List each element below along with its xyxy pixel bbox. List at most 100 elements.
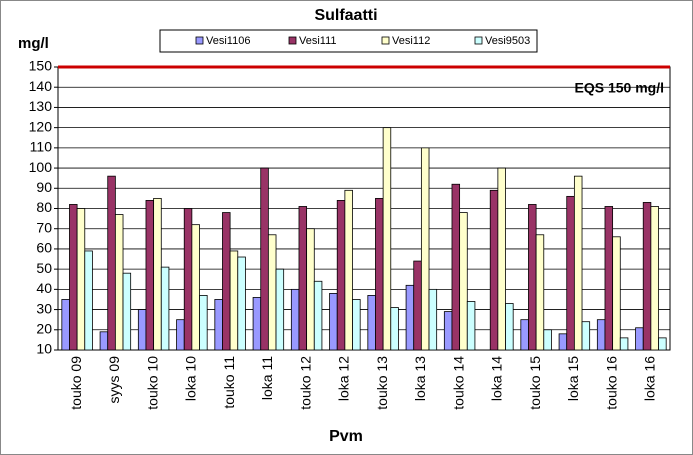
bar	[344, 189, 353, 351]
y-tick-label: 50	[36, 260, 52, 276]
bar	[642, 202, 652, 351]
legend-label: Vesi112	[392, 35, 430, 47]
y-tick-label: 150	[29, 58, 53, 74]
x-tick-label: touko 13	[374, 356, 390, 410]
x-tick-label: syys 09	[106, 356, 122, 404]
y-tick-label: 100	[29, 159, 53, 175]
x-tick-label: loka 12	[336, 356, 352, 401]
bar	[489, 189, 499, 351]
bar	[451, 183, 461, 351]
bar	[176, 319, 185, 351]
bar	[535, 234, 545, 351]
x-tick-label: loka 14	[489, 356, 505, 401]
legend-swatch	[288, 36, 297, 45]
bar	[528, 204, 537, 351]
bar	[352, 299, 361, 351]
y-tick-label: 40	[36, 280, 52, 296]
y-axis-label: mg/l	[18, 35, 49, 52]
bar	[260, 167, 269, 351]
bar	[658, 337, 667, 351]
x-tick-label: touko 15	[527, 356, 543, 410]
x-tick-label: loka 11	[259, 356, 275, 400]
reference-label: EQS 150 mg/l	[575, 80, 664, 96]
chart-title: Sulfaatti	[314, 7, 377, 24]
legend-label: Vesi1106	[206, 35, 250, 47]
y-tick-label: 70	[36, 219, 52, 235]
bar	[505, 303, 514, 351]
x-tick-label: touko 14	[450, 356, 466, 410]
bar	[107, 175, 116, 351]
bar	[466, 301, 476, 351]
bar	[382, 127, 392, 351]
bar	[137, 309, 147, 351]
x-tick-label: loka 13	[412, 356, 428, 401]
bar	[573, 175, 583, 351]
bar	[76, 208, 86, 351]
legend-label: Vesi9503	[485, 35, 530, 47]
bar	[329, 292, 338, 351]
y-tick-label: 130	[29, 98, 53, 114]
bar	[619, 337, 629, 351]
bar	[459, 212, 468, 351]
bar	[306, 228, 315, 351]
x-tick-label: touko 12	[297, 356, 313, 410]
bar	[237, 256, 246, 351]
bar	[114, 214, 124, 351]
legend-swatch	[474, 36, 483, 45]
bar	[612, 236, 621, 351]
bar	[160, 266, 170, 351]
bar	[275, 268, 285, 351]
bar	[596, 319, 606, 351]
x-tick-label: loka 15	[565, 356, 581, 401]
bar	[443, 311, 453, 351]
bar	[214, 299, 223, 351]
bar	[153, 197, 162, 351]
y-tick-label: 140	[29, 78, 53, 94]
bar	[183, 208, 193, 351]
bar	[191, 224, 200, 351]
x-tick-label: touko 09	[68, 356, 84, 410]
bar	[69, 204, 78, 351]
bar	[420, 147, 430, 351]
bar	[84, 250, 93, 351]
bar	[199, 295, 208, 351]
bar	[520, 319, 529, 351]
y-tick-label: 30	[36, 300, 52, 316]
bar	[145, 200, 155, 351]
bar	[390, 307, 399, 351]
bar	[558, 333, 568, 351]
legend-box	[159, 29, 538, 53]
y-tick-label: 10	[36, 341, 52, 357]
x-tick-label: loka 16	[642, 356, 658, 401]
bar	[543, 329, 552, 351]
y-tick-label: 120	[29, 118, 53, 134]
y-tick-label: 110	[30, 139, 53, 155]
x-tick-label: touko 16	[603, 356, 619, 410]
bar	[405, 284, 415, 351]
bar	[581, 321, 591, 351]
x-axis-label: Pvm	[329, 428, 363, 445]
bar	[497, 167, 506, 351]
x-tick-label: touko 10	[144, 356, 160, 410]
bar	[604, 206, 614, 351]
bar	[298, 206, 308, 351]
bar	[252, 297, 262, 351]
legend-swatch	[195, 36, 204, 45]
bar	[222, 212, 231, 351]
bar	[367, 295, 376, 351]
bar	[428, 288, 438, 351]
legend-label: Vesi111	[299, 35, 337, 47]
bar	[650, 206, 659, 351]
legend-swatch	[381, 36, 390, 45]
bar	[375, 197, 384, 351]
bar	[290, 288, 300, 351]
bar	[635, 327, 644, 351]
x-tick-label: touko 11	[221, 356, 237, 409]
bar	[313, 280, 323, 351]
bar	[336, 200, 346, 351]
y-tick-label: 60	[36, 240, 52, 256]
y-tick-label: 80	[36, 199, 52, 215]
bar	[229, 250, 239, 351]
bar	[267, 234, 277, 351]
